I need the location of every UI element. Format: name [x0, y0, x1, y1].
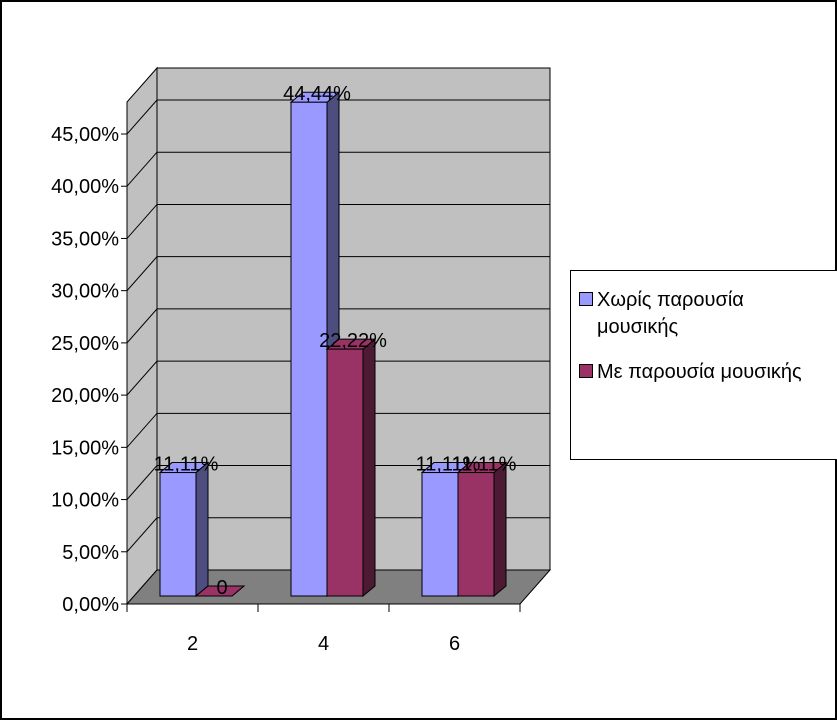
bar-side: [362, 338, 376, 598]
bar: [290, 101, 328, 597]
bar: [326, 348, 364, 597]
gridline: [126, 517, 550, 553]
legend-swatch-series-1: [579, 291, 593, 306]
legend-swatch-series-2: [579, 363, 593, 378]
y-tick-label: 15,00%: [51, 437, 119, 459]
x-tick-label: 4: [318, 633, 329, 655]
data-label: 22,22%: [319, 330, 387, 352]
gridline: [126, 203, 550, 239]
gridline: [126, 360, 550, 396]
gridline: [126, 412, 550, 448]
legend-item-series-2: Με παρουσία μουσικής: [579, 359, 802, 386]
y-tick-label: 40,00%: [51, 176, 119, 198]
legend-label-series-1-line-1: Χωρίς παρουσία: [597, 289, 744, 311]
y-tick-label: 45,00%: [51, 124, 119, 146]
legend-label-series-1-line-2: μουσικής: [597, 316, 679, 338]
bar: [159, 472, 197, 597]
y-tick-label: 0,00%: [62, 594, 119, 616]
gridline: [126, 308, 550, 344]
y-tick-label: 20,00%: [51, 385, 119, 407]
y-tick-label: 10,00%: [51, 490, 119, 512]
gridline: [126, 256, 550, 291]
gridline: [126, 465, 550, 500]
y-tick-label: 35,00%: [51, 228, 119, 250]
data-label: 11,11%: [154, 454, 219, 476]
bar: [421, 472, 459, 597]
gridline: [126, 99, 550, 135]
x-tick-label: 2: [187, 633, 198, 655]
legend: Χωρίς παρουσία μουσικής Με παρουσία μουσ…: [570, 270, 837, 460]
bar: [457, 472, 495, 597]
bar-top: [194, 585, 246, 597]
y-tick-label: 25,00%: [51, 333, 119, 355]
y-tick-label: 30,00%: [51, 281, 119, 303]
bar-side: [493, 461, 507, 598]
data-label: 11,11%: [452, 454, 517, 476]
data-label: 44,44%: [283, 83, 351, 105]
x-tick-label: 6: [449, 633, 460, 655]
bar-side: [195, 461, 209, 598]
gridline: [126, 151, 550, 187]
legend-label-series-2: Με παρουσία μουσικής: [597, 361, 802, 383]
y-tick-label: 5,00%: [62, 542, 119, 564]
data-label: 11,11%: [416, 454, 481, 476]
data-label: 0: [216, 577, 227, 599]
legend-item-series-1: Χωρίς παρουσία μουσικής: [579, 287, 744, 341]
